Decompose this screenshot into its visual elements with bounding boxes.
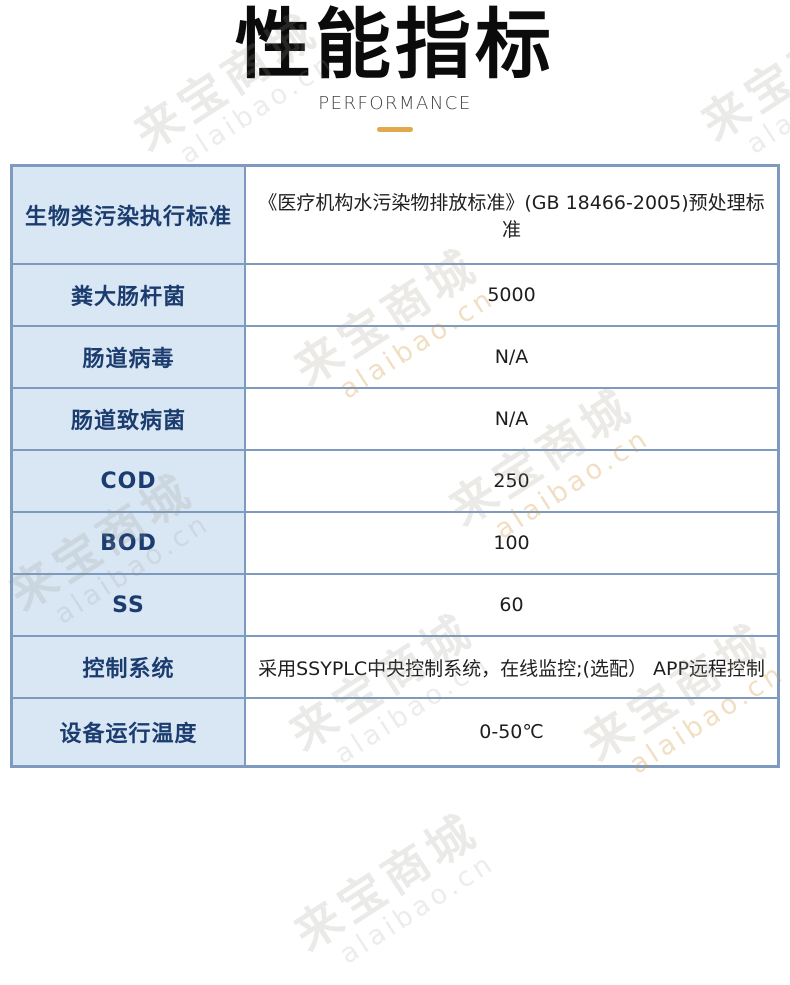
spec-label: COD <box>13 451 246 511</box>
table-row: 肠道致病菌 N/A <box>13 387 777 449</box>
spec-value: 100 <box>493 532 530 554</box>
spec-value: 《医疗机构水污染物排放标准》(GB 18466-2005)预处理标准 <box>258 192 765 241</box>
table-row: 生物类污染执行标准 《医疗机构水污染物排放标准》(GB 18466-2005)预… <box>13 167 777 263</box>
spec-label: 控制系统 <box>13 637 246 697</box>
spec-value: 采用SSYPLC中央控制系统，在线监控;(选配） APP远程控制 <box>258 657 765 680</box>
spec-value: 0-50℃ <box>479 721 544 743</box>
table-row: 肠道病毒 N/A <box>13 325 777 387</box>
performance-spec-table: 生物类污染执行标准 《医疗机构水污染物排放标准》(GB 18466-2005)预… <box>10 164 780 768</box>
spec-label: SS <box>13 575 246 635</box>
spec-value: 250 <box>493 470 530 492</box>
table-row: COD 250 <box>13 449 777 511</box>
table-row: BOD 100 <box>13 511 777 573</box>
spec-value: 5000 <box>487 284 536 306</box>
spec-label: 肠道致病菌 <box>13 389 246 449</box>
spec-label: BOD <box>13 513 246 573</box>
table-row: 粪大肠杆菌 5000 <box>13 263 777 325</box>
spec-label: 肠道病毒 <box>13 327 246 387</box>
spec-label: 生物类污染执行标准 <box>13 167 246 263</box>
table-row: 控制系统 采用SSYPLC中央控制系统，在线监控;(选配） APP远程控制 <box>13 635 777 697</box>
page-header: 性能指标 PERFORMANCE <box>0 0 790 132</box>
spec-value: N/A <box>494 408 529 430</box>
spec-label: 设备运行温度 <box>13 699 246 765</box>
spec-value: 60 <box>499 594 524 616</box>
table-row: SS 60 <box>13 573 777 635</box>
spec-value: N/A <box>494 346 529 368</box>
table-row: 设备运行温度 0-50℃ <box>13 697 777 765</box>
page-subtitle: PERFORMANCE <box>318 93 472 114</box>
watermark-brand: 来宝商城 <box>284 802 489 962</box>
page-title: 性能指标 <box>235 0 555 89</box>
watermark: 来宝商城 alaibao.cn <box>284 802 504 985</box>
watermark-domain: alaibao.cn <box>334 847 501 971</box>
spec-label: 粪大肠杆菌 <box>13 265 246 325</box>
accent-underline <box>377 127 413 132</box>
